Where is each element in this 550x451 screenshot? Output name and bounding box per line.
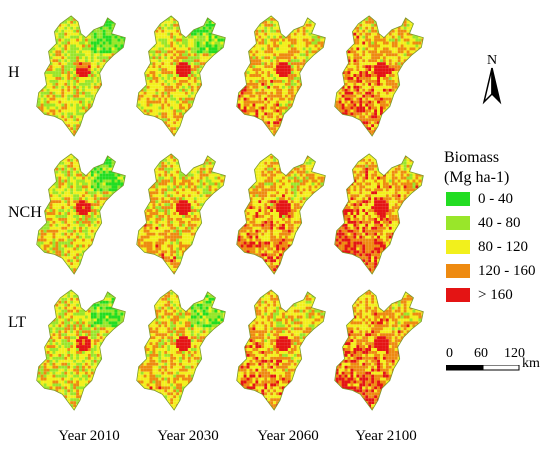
biomass-map (232, 12, 332, 140)
legend-item: 40 - 80 (446, 214, 521, 232)
legend-subtitle: (Mg ha-1) (444, 169, 510, 186)
col-label-2030: Year 2030 (157, 428, 219, 444)
biomass-map (330, 286, 430, 414)
legend-label: 40 - 80 (478, 214, 521, 231)
legend-label: 0 - 40 (478, 190, 513, 207)
legend-label: 80 - 120 (478, 238, 528, 255)
north-arrow-icon: N (481, 52, 503, 108)
legend-item: 120 - 160 (446, 262, 536, 280)
col-label-2100: Year 2100 (355, 428, 417, 444)
biomass-map (32, 150, 132, 278)
biomass-map (132, 12, 232, 140)
legend-swatch (446, 288, 470, 302)
scale-tick-0: 0 (446, 346, 453, 361)
row-label-h: H (8, 64, 20, 81)
biomass-map (330, 150, 430, 278)
legend-swatch (446, 264, 470, 278)
biomass-map (132, 286, 232, 414)
legend-label: 120 - 160 (478, 262, 536, 279)
row-label-lt: LT (8, 314, 27, 331)
scale-unit: km (522, 356, 540, 371)
biomass-map (232, 286, 332, 414)
scale-bar: 0 60 120 km (446, 346, 546, 378)
biomass-map (32, 12, 132, 140)
biomass-map (232, 150, 332, 278)
biomass-map (132, 150, 232, 278)
legend-swatch (446, 192, 470, 206)
legend-item: 0 - 40 (446, 190, 513, 208)
legend-label: > 160 (478, 286, 513, 303)
legend-item: 80 - 120 (446, 238, 528, 256)
scale-tick-60: 60 (474, 346, 488, 361)
legend-swatch (446, 240, 470, 254)
scale-bar-graphic (446, 365, 520, 371)
row-label-nch: NCH (8, 204, 42, 221)
legend-title: Biomass (444, 149, 500, 166)
biomass-map (32, 286, 132, 414)
col-label-2060: Year 2060 (257, 428, 319, 444)
col-label-2010: Year 2010 (58, 428, 120, 444)
scale-tick-120: 120 (504, 346, 525, 361)
biomass-map (330, 12, 430, 140)
legend-swatch (446, 216, 470, 230)
legend-item: > 160 (446, 286, 513, 304)
north-label: N (487, 53, 497, 68)
